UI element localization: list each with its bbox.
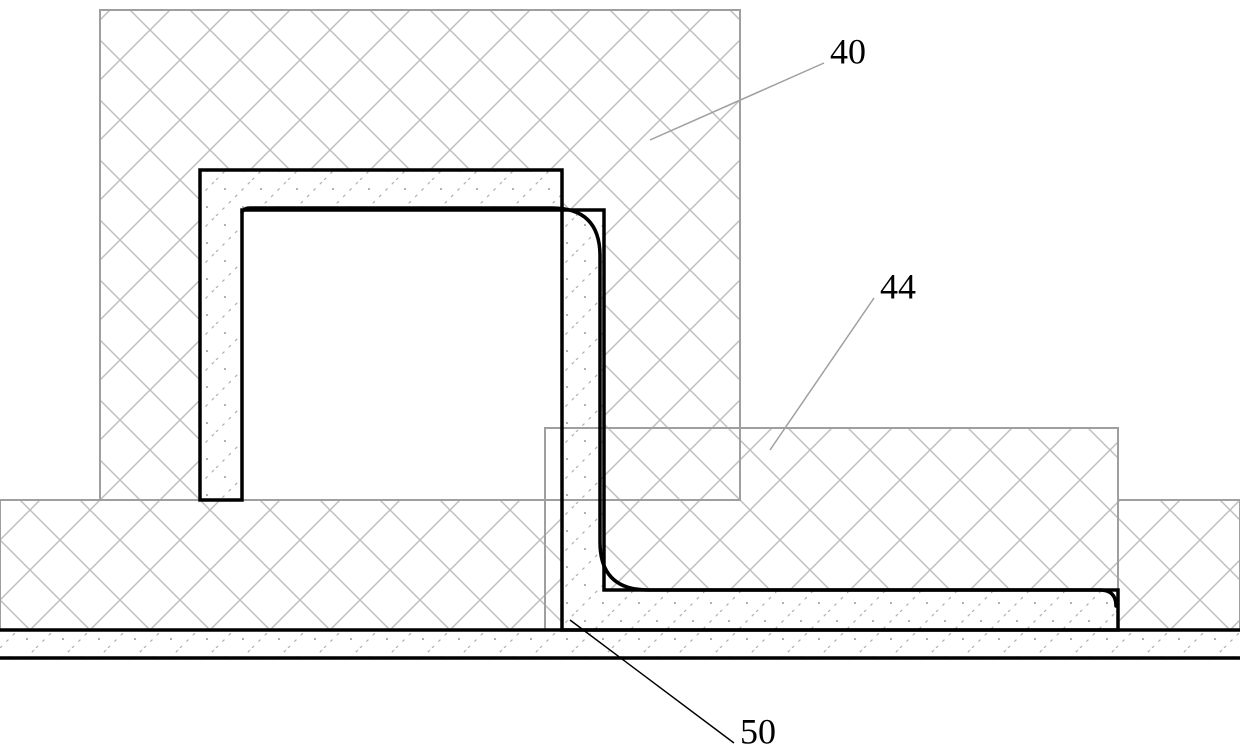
base-slab-right <box>1118 500 1240 630</box>
svg-text:44: 44 <box>880 266 916 306</box>
svg-text:40: 40 <box>830 31 866 71</box>
callout-44: 44 <box>770 266 916 450</box>
bottom-thin-bar <box>0 630 1240 658</box>
patent-cross-section: 40 44 50 <box>0 0 1240 751</box>
svg-text:50: 50 <box>740 711 776 751</box>
big-block-inner-notch <box>200 170 562 500</box>
base-slab-left <box>0 500 545 630</box>
